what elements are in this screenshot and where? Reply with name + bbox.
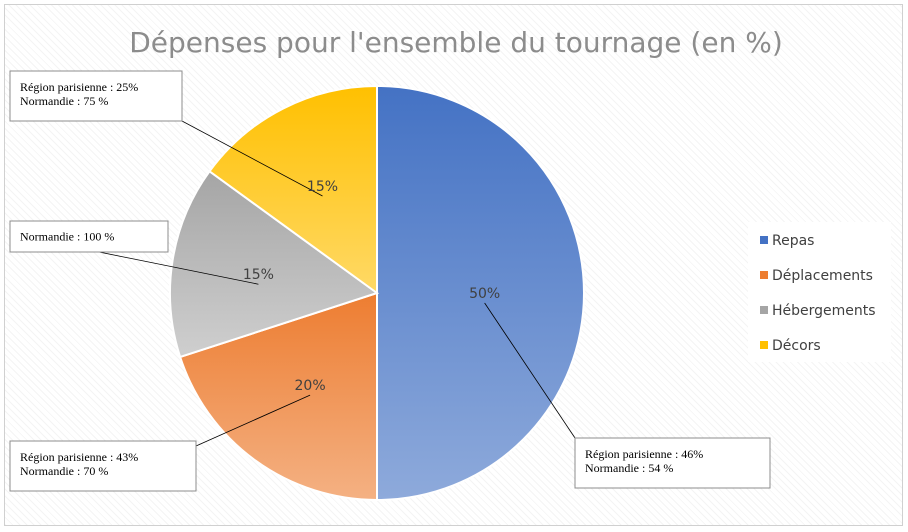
callout-text: Normandie : 75 % (20, 94, 108, 108)
callout-box (9, 220, 169, 253)
legend-label-decors: Décors (772, 338, 821, 354)
callout-text: Normandie : 70 % (20, 464, 108, 478)
callout-box (9, 70, 183, 122)
legend-label-hebergements: Hébergements (772, 303, 876, 319)
pie-slice-repas (376, 84, 585, 502)
pie-slice-decors (208, 84, 378, 295)
callout-decors: Région parisienne : 25%Normandie : 75 % (9, 70, 183, 122)
legend-swatch-hebergements (760, 306, 768, 314)
data-label-deplacements: 20% (295, 378, 326, 394)
legend-background (748, 222, 891, 362)
callout-hebergements: Normandie : 100 % (9, 220, 169, 253)
legend-swatch-repas (760, 236, 768, 244)
callout-text: Normandie : 100 % (20, 230, 114, 244)
callouts: Région parisienne : 46%Normandie : 54 %R… (9, 70, 771, 492)
callout-text: Région parisienne : 46% (585, 447, 703, 461)
leader-line-decors (181, 120, 323, 197)
data-label-repas: 50% (469, 286, 500, 302)
callout-box (9, 440, 197, 492)
legend-label-repas: Repas (772, 233, 814, 249)
leader-line-deplacements (195, 394, 311, 447)
legend-swatch-deplacements (760, 271, 768, 279)
callout-text: Normandie : 54 % (585, 461, 673, 475)
legend: Repas Déplacements Hébergements Décors (748, 222, 891, 362)
chart-title: Dépenses pour l'ensemble du tournage (en… (129, 26, 783, 59)
callout-deplacements: Région parisienne : 43%Normandie : 70 % (9, 440, 197, 492)
leader-line-repas (484, 302, 576, 439)
callout-text: Région parisienne : 43% (20, 450, 138, 464)
callout-repas: Région parisienne : 46%Normandie : 54 % (574, 437, 771, 489)
legend-label-deplacements: Déplacements (772, 268, 873, 284)
data-labels: 50% 20% 15% 15% (243, 179, 500, 394)
pie-slices (169, 84, 585, 502)
pie-slice-deplacements (178, 291, 378, 502)
callout-box (574, 437, 771, 489)
data-label-hebergements: 15% (243, 267, 274, 283)
data-label-decors: 15% (307, 179, 338, 195)
pie-slice-hebergements (169, 169, 380, 359)
callout-text: Région parisienne : 25% (20, 80, 138, 94)
legend-swatch-decors (760, 341, 768, 349)
